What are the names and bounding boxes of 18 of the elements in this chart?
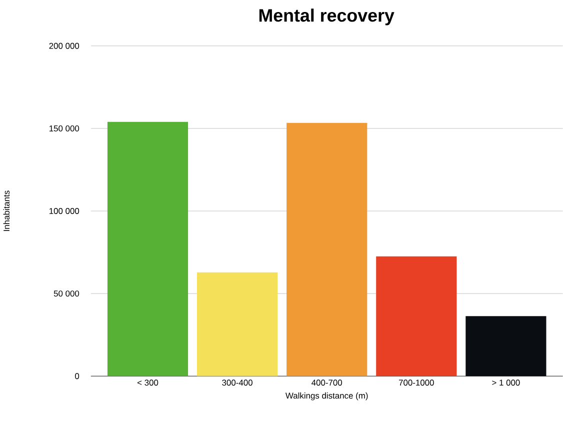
chart-title: Mental recovery (259, 8, 394, 26)
y-tick-label: 0 (75, 373, 80, 380)
x-tick-label: 400-700 (312, 380, 342, 386)
x-tick-label: < 300 (137, 380, 158, 386)
x-axis-title: Walkings distance (m) (285, 392, 368, 400)
x-tick-label: 300-400 (222, 380, 252, 386)
y-tick-label: 50 000 (54, 290, 80, 297)
x-tick-label: 700-1000 (398, 380, 434, 386)
bar (107, 122, 188, 376)
bar (376, 256, 457, 376)
y-tick-label: 150 000 (50, 125, 80, 132)
y-axis-title: Inhabitants (3, 190, 10, 231)
y-tick-label: 200 000 (49, 42, 80, 49)
bar (286, 122, 368, 376)
bar (466, 316, 546, 376)
x-tick-label: > 1 000 (492, 380, 520, 386)
bar (197, 272, 278, 376)
y-tick-label: 100 000 (50, 208, 80, 214)
